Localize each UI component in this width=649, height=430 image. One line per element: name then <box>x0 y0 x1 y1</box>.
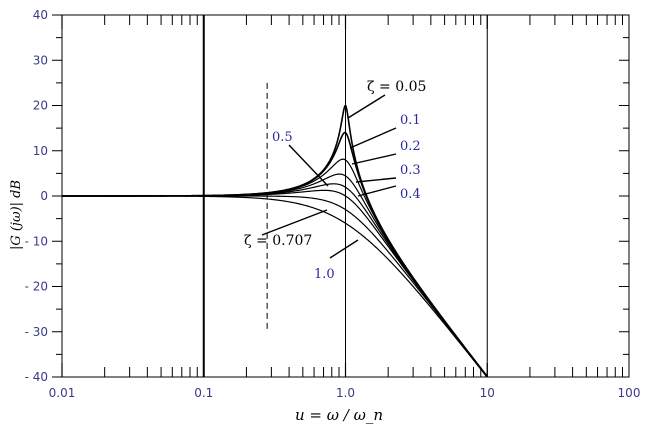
annotation-leader <box>351 153 397 165</box>
annotation-label: 1.0 <box>314 267 335 282</box>
curve-zeta <box>62 173 488 378</box>
x-tick-label: 0.1 <box>194 386 213 400</box>
curve-zeta <box>62 195 488 378</box>
x-tick-label: 100 <box>618 386 641 400</box>
curve-zeta <box>62 195 488 378</box>
y-tick-label: 30 <box>33 53 48 67</box>
y-tick-label: 10 <box>33 144 48 158</box>
curve-zeta <box>62 131 488 378</box>
y-tick-label: 0 <box>40 189 48 203</box>
annotation-leader <box>329 239 359 259</box>
annotation-label: ζ = 0.05 <box>367 79 426 95</box>
y-tick-label: 20 <box>33 99 48 113</box>
annotation-leader <box>355 177 397 183</box>
y-tick-label: - 20 <box>25 280 48 294</box>
frame-layer <box>52 14 630 378</box>
annotations-layer: ζ = 0.05 0.1 0.2 0.3 0.4 0.5 ζ = 0.707 1.0 <box>244 79 426 332</box>
annotation-label: 0.2 <box>400 139 421 154</box>
x-axis-title: u = ω / ω_n <box>295 406 383 424</box>
y-tick-label: 40 <box>33 8 48 22</box>
y-tick-label: - 40 <box>25 370 48 384</box>
y-tick-label: - 10 <box>25 234 48 248</box>
annotation-label: 0.4 <box>400 187 421 202</box>
annotation-label: 0.5 <box>272 130 293 145</box>
x-tick-label: 1.0 <box>336 386 355 400</box>
annotation-label: 0.3 <box>400 163 421 178</box>
curve-zeta <box>62 158 488 378</box>
x-tick-label: 10 <box>480 386 495 400</box>
annotation-leader <box>261 209 328 236</box>
annotation-leader <box>357 185 397 197</box>
y-tick-label: - 30 <box>25 325 48 339</box>
annotation-label: 0.1 <box>400 113 421 128</box>
annotation-leader <box>347 94 386 119</box>
annotation-label: ζ = 0.707 <box>244 233 312 249</box>
annotation-leader <box>349 127 397 149</box>
curves-layer <box>62 105 488 378</box>
x-tick-label: 0.01 <box>49 386 76 400</box>
y-axis-title: |G (jω)| dB <box>9 180 24 250</box>
curve-zeta <box>62 183 488 378</box>
curve-zeta <box>62 189 488 378</box>
annotation-leader <box>288 144 329 187</box>
